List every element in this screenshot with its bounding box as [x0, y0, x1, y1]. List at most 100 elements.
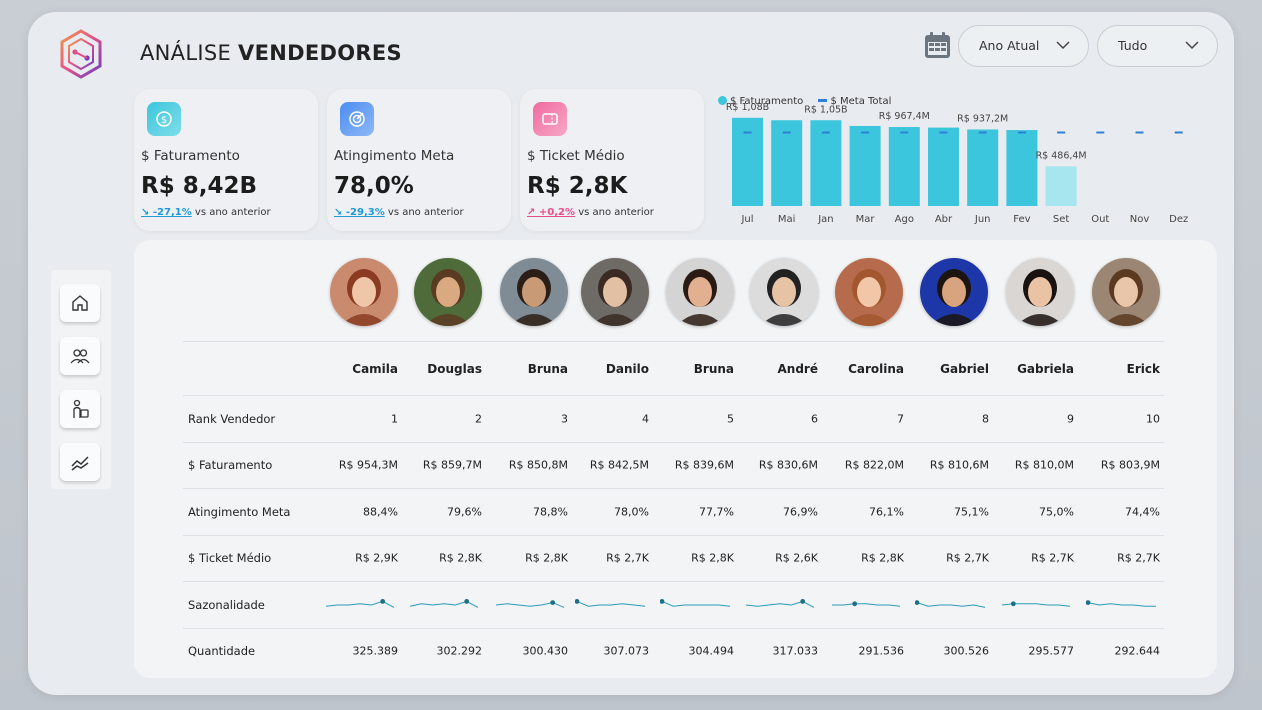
calendar-icon[interactable] [923, 31, 952, 60]
sparkline [832, 601, 901, 607]
nav-users-button[interactable] [60, 337, 100, 375]
bar-faturamento[interactable] [849, 125, 881, 206]
kpi-delta-value: +0,2% [538, 207, 575, 218]
bar-data-label: R$ 967,4M [879, 111, 930, 122]
kpi-badge: $ [147, 102, 181, 136]
table-row: Atingimento Meta 88,4% 79,6% 78,8% 78,0% 77,7… [183, 488, 1164, 535]
row-label: Quantidade [188, 644, 256, 659]
nav-seller-button[interactable] [60, 390, 100, 428]
table-cell: R$ 822,0M [844, 458, 904, 472]
kpi-label: Atingimento Meta [334, 148, 455, 164]
avatar[interactable] [581, 258, 649, 326]
avatar[interactable] [920, 258, 988, 326]
sparkline [325, 598, 395, 608]
table-cell: 79,6% [447, 505, 482, 519]
bar-faturamento[interactable] [928, 127, 959, 206]
table-cell: 7 [897, 412, 904, 426]
x-tick-label: Ago [895, 214, 914, 225]
home-icon [72, 295, 88, 311]
x-tick-label: Nov [1130, 214, 1150, 225]
table-row: Sazonalidade [183, 581, 1164, 628]
table-cell: R$ 2,6K [775, 551, 818, 565]
row-label: Rank Vendedor [188, 411, 276, 426]
bar-faturamento[interactable] [967, 129, 999, 206]
legend-item-meta: $ Meta Total [818, 96, 897, 107]
kpi-delta-suffix: vs ano anterior [578, 207, 654, 218]
seller-name[interactable]: Danilo [605, 361, 649, 376]
x-tick-label: Mar [856, 214, 876, 225]
table-cell: R$ 2,8K [439, 551, 482, 565]
bar-data-label: R$ 1,05B [804, 104, 847, 115]
x-tick-label: Jan [817, 214, 833, 225]
table-cell: 292.644 [1114, 644, 1161, 658]
seller-name[interactable]: Gabriel [940, 361, 989, 376]
table-cell: R$ 842,5M [589, 458, 649, 472]
avatar[interactable] [414, 258, 482, 326]
kpi-card-ticket: $ Ticket Médio R$ 2,8K ↗ +0,2% vs ano an… [520, 89, 704, 231]
table-row: Rank Vendedor 1 2 3 4 5 6 7 8 9 10 [183, 395, 1164, 442]
avatar[interactable] [1092, 258, 1160, 326]
table-cell: R$ 830,6M [758, 458, 818, 472]
page-title-bold: VENDEDORES [238, 41, 402, 65]
seller-name[interactable]: André [777, 361, 818, 376]
avatar[interactable] [666, 258, 734, 326]
kpi-delta-value: -29,3% [345, 207, 385, 218]
kpi-label: $ Faturamento [141, 148, 240, 164]
seller-name[interactable]: Gabriela [1017, 361, 1074, 376]
monthly-revenue-chart: R$ 1,08B Jul Mai R$ 1,05B Jan Mar R$ 967,4M Ago… [726, 102, 1188, 225]
table-cell: 295.577 [1028, 644, 1075, 658]
bar-faturamento[interactable] [732, 117, 763, 206]
x-tick-label: Jun [974, 214, 991, 225]
table-cell: 302.292 [436, 644, 483, 658]
table-cell: 3 [561, 412, 568, 426]
sparkline [1001, 601, 1071, 607]
ticket-icon [542, 113, 558, 125]
nav-home-button[interactable] [60, 284, 100, 322]
seller-name[interactable]: Carolina [848, 361, 904, 376]
table-cell: R$ 2,7K [1117, 551, 1160, 565]
table-cell: 78,8% [533, 505, 568, 519]
logo-icon [60, 29, 102, 79]
sparkline [409, 598, 479, 608]
seller-name[interactable]: Bruna [527, 361, 568, 376]
table-cell: R$ 2,7K [1031, 551, 1074, 565]
seller-name[interactable]: Camila [352, 361, 398, 376]
table-cell: 8 [982, 412, 989, 426]
bar-data-label: R$ 486,4M [1036, 150, 1087, 161]
avatar[interactable] [500, 258, 568, 326]
bar-faturamento[interactable] [1045, 166, 1077, 206]
kpi-delta-suffix: vs ano anterior [387, 207, 464, 218]
bar-faturamento[interactable] [1006, 130, 1038, 206]
sellers-table: Camila Douglas Bruna Danilo Bruna André Caroli… [183, 341, 1164, 674]
table-cell: R$ 2,9K [355, 551, 398, 565]
kpi-card-faturamento: $ $ Faturamento R$ 8,42B ↘ -27,1% vs ano… [134, 89, 318, 231]
avatar[interactable] [750, 258, 818, 326]
table-header-row: Camila Douglas Bruna Danilo Bruna André Caroli… [183, 341, 1164, 395]
scope-dropdown[interactable]: Tudo [1097, 25, 1218, 67]
avatar[interactable] [1006, 258, 1074, 326]
table-cell: R$ 954,3M [338, 458, 398, 472]
scope-dropdown-label: Tudo [1118, 38, 1148, 53]
table-cell: R$ 2,8K [861, 551, 904, 565]
sparkline [1086, 599, 1156, 607]
period-dropdown[interactable]: Ano Atual [958, 25, 1089, 67]
seller-name[interactable]: Bruna [693, 361, 734, 376]
sparkline [660, 598, 731, 607]
bar-faturamento[interactable] [888, 127, 920, 206]
table-cell: 88,4% [363, 505, 398, 519]
table-cell: 4 [642, 412, 649, 426]
table-cell: R$ 850,8M [508, 458, 568, 472]
page-title: ANÁLISE VENDEDORES [140, 41, 402, 65]
nav-trend-button[interactable] [60, 443, 100, 481]
sparkline [915, 599, 986, 608]
table-cell: R$ 2,8K [691, 551, 734, 565]
avatar[interactable] [330, 258, 398, 326]
legend-item-faturamento: $ Faturamento [718, 96, 809, 107]
table-cell: 74,4% [1125, 505, 1160, 519]
row-label: $ Ticket Médio [188, 551, 272, 566]
avatar[interactable] [835, 258, 903, 326]
bar-faturamento[interactable] [771, 120, 803, 206]
seller-name[interactable]: Douglas [427, 361, 482, 376]
seller-name[interactable]: Erick [1126, 361, 1160, 376]
bar-faturamento[interactable] [810, 120, 842, 206]
